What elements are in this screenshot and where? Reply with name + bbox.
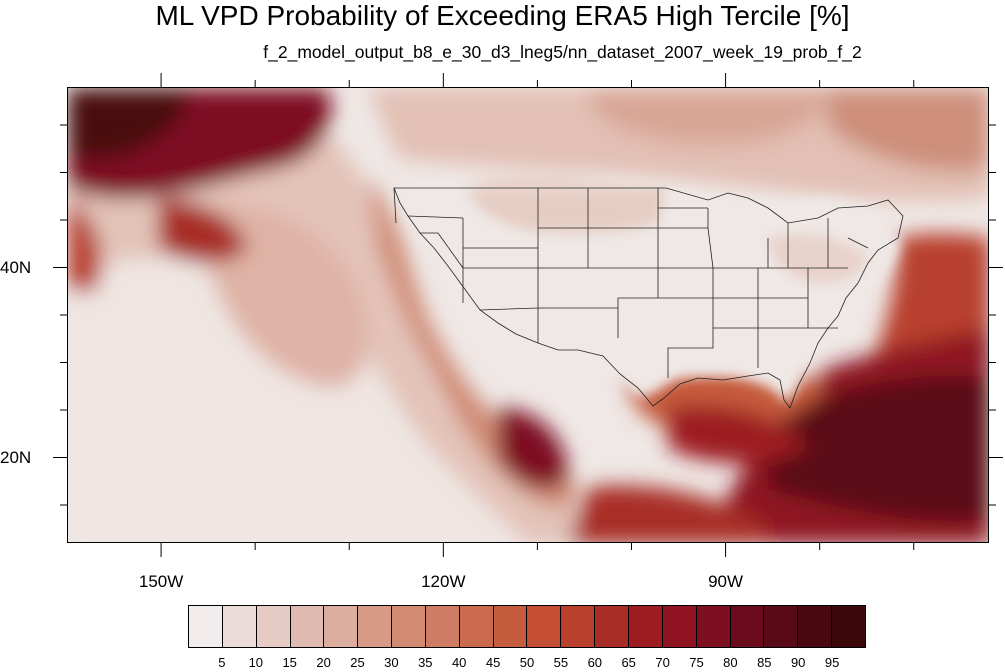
colorbar-swatch [358, 606, 393, 647]
colorbar-label: 75 [689, 655, 704, 670]
colorbar-swatch [459, 606, 494, 647]
colorbar-swatch [764, 606, 799, 647]
colorbar-label: 35 [418, 655, 433, 670]
lon-tick-label: 120W [421, 572, 466, 591]
colorbar-swatch [696, 606, 731, 647]
colorbar-label: 25 [350, 655, 365, 670]
colorbar-swatch [425, 606, 460, 647]
lon-tick-label: 150W [138, 572, 184, 591]
colorbar-label: 30 [384, 655, 399, 670]
colorbar-label: 5 [218, 655, 226, 670]
colorbar-label: 90 [790, 655, 806, 670]
colorbar-label: 45 [485, 655, 501, 670]
map-title: ML VPD Probability of Exceeding ERA5 Hig… [155, 0, 850, 31]
colorbar-label: 10 [248, 655, 264, 670]
colorbar-label: 70 [655, 655, 670, 670]
colorbar-swatch [527, 606, 562, 647]
colorbar-swatch [832, 606, 865, 647]
colorbar-swatch [798, 606, 833, 647]
colorbar-swatch [290, 606, 325, 647]
probability-field-map [68, 88, 988, 542]
colorbar-label: 50 [519, 655, 535, 670]
lon-tick-label: 90W [708, 572, 744, 591]
colorbar-swatch [730, 606, 765, 647]
lat-tick-label: 20N [0, 447, 32, 467]
colorbar-label: 60 [587, 655, 603, 670]
map-subtitle: f_2_model_output_b8_e_30_d3_lneg5/nn_dat… [263, 42, 862, 62]
colorbar-label: 65 [621, 655, 636, 670]
colorbar-swatch [256, 606, 291, 647]
colorbar [188, 605, 866, 648]
colorbar-label: 95 [824, 655, 840, 670]
map-panel [67, 87, 989, 543]
colorbar-swatch [662, 606, 697, 647]
lat-tick-label: 40N [0, 257, 32, 277]
colorbar-label: 40 [451, 655, 467, 670]
colorbar-swatch [493, 606, 528, 647]
colorbar-label: 85 [757, 655, 772, 670]
colorbar-swatch [561, 606, 596, 647]
colorbar-label: 55 [553, 655, 569, 670]
country-state-boundaries [393, 187, 904, 409]
colorbar-swatch [628, 606, 663, 647]
colorbar-label: 15 [282, 655, 297, 670]
colorbar-swatch [222, 606, 257, 647]
colorbar-label: 80 [723, 655, 738, 670]
colorbar-swatch [324, 606, 359, 647]
colorbar-swatch [595, 606, 629, 647]
colorbar-swatch [392, 606, 426, 647]
colorbar-swatch [189, 606, 223, 647]
colorbar-label: 20 [316, 655, 331, 670]
